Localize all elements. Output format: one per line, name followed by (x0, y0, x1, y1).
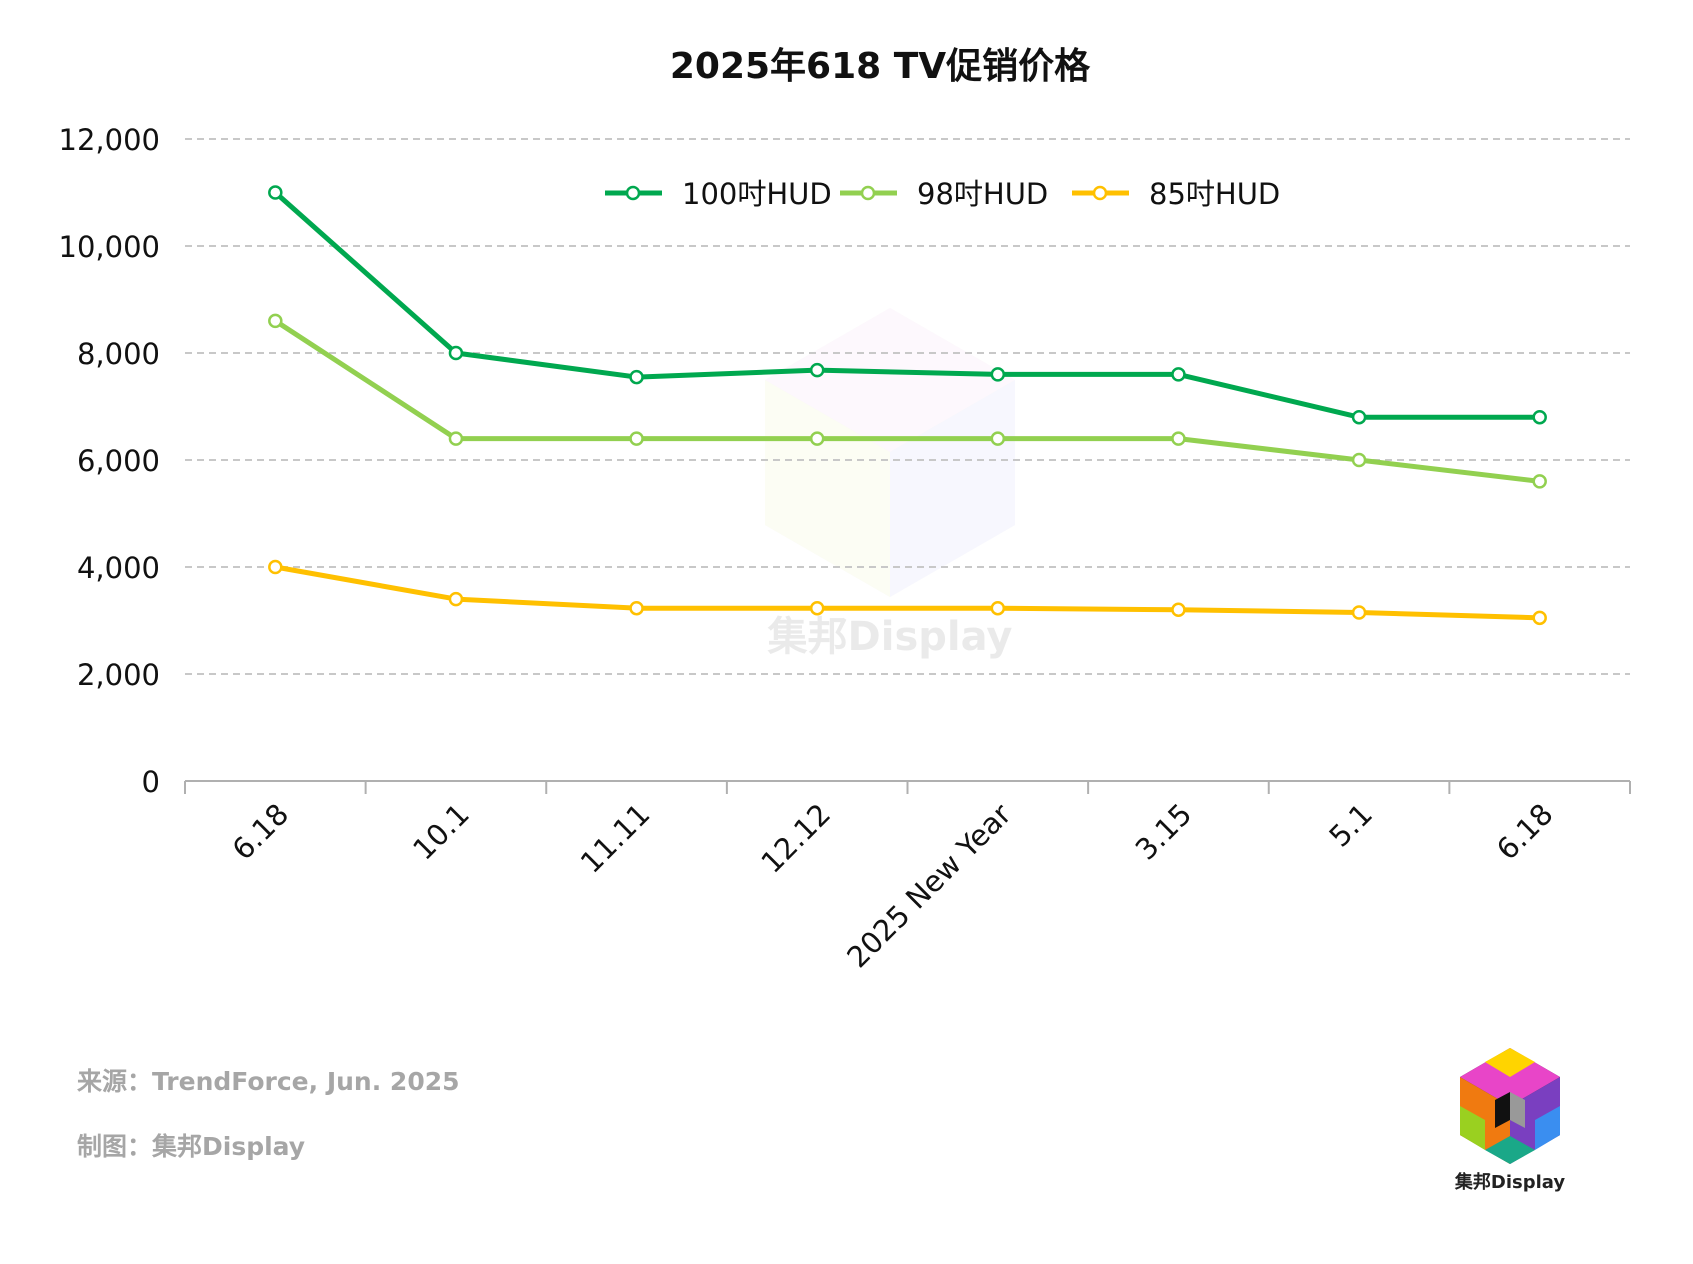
x-tick-label: 11.11 (574, 797, 657, 880)
data-point (448, 345, 464, 361)
chart-title: 2025年618 TV促销价格 (670, 46, 1091, 87)
data-point (1532, 610, 1547, 626)
legend-label: 100吋HUD (682, 177, 832, 211)
y-tick-label: 0 (142, 765, 160, 799)
watermark-logo: 集邦Display (765, 308, 1015, 660)
x-tick-label: 3.15 (1129, 797, 1199, 867)
series-lines (268, 185, 1547, 626)
credit-note: 制图：集邦Display (77, 1132, 306, 1161)
data-point (809, 362, 825, 378)
watermark-text: 集邦Display (767, 614, 1013, 660)
y-tick-label: 8,000 (77, 337, 160, 371)
x-tick-label: 5.1 (1322, 797, 1379, 854)
data-point (1351, 452, 1367, 468)
data-point (268, 559, 283, 575)
legend-label: 85吋HUD (1149, 177, 1280, 211)
series-line (273, 318, 1540, 484)
data-point (1171, 602, 1186, 618)
data-point (629, 431, 644, 446)
logo-caption: 集邦Display (1454, 1172, 1566, 1193)
x-tick-label: 6.18 (1490, 797, 1560, 867)
y-axis-ticks: 0 2,000 4,000 6,000 8,000 10,000 12,000 (59, 123, 160, 799)
y-tick-label: 4,000 (77, 551, 160, 585)
source-note: 来源：TrendForce, Jun. 2025 (77, 1067, 460, 1096)
legend-marker (860, 185, 876, 201)
legend-label: 98吋HUD (917, 177, 1048, 211)
y-tick-label: 10,000 (59, 230, 160, 264)
legend-marker (1092, 185, 1108, 201)
x-tick-label: 2025 New Year (840, 797, 1017, 974)
grid-lines (185, 138, 1630, 675)
data-point (268, 185, 283, 200)
data-point (1532, 474, 1547, 489)
y-tick-label: 12,000 (59, 123, 160, 157)
data-point (990, 367, 1006, 382)
legend-marker (625, 185, 641, 201)
data-point (268, 313, 283, 329)
y-tick-label: 6,000 (77, 444, 160, 478)
x-axis: 6.18 10.1 11.11 12.12 2025 New Year 3.15 5.1 6.… (184, 780, 1631, 974)
data-point (1532, 409, 1547, 425)
y-tick-label: 2,000 (77, 658, 160, 692)
series-line (274, 564, 1540, 621)
x-tick-label: 12.12 (754, 797, 837, 880)
data-point (809, 431, 825, 446)
data-point (1351, 605, 1367, 620)
data-point (809, 600, 825, 616)
series-line (273, 190, 1540, 420)
brand-logo-icon (1460, 1048, 1560, 1164)
x-tick-label: 10.1 (406, 797, 476, 867)
data-point (629, 369, 644, 385)
data-point (1351, 409, 1367, 425)
data-point (990, 431, 1006, 446)
data-point (1171, 431, 1186, 446)
data-point (629, 600, 644, 616)
data-point (1171, 367, 1186, 382)
data-point (448, 591, 464, 607)
data-point (448, 431, 464, 446)
legend: 100吋HUD 98吋HUD 85吋HUD (605, 177, 1280, 211)
data-point (990, 600, 1006, 616)
x-tick-label: 6.18 (226, 797, 296, 867)
